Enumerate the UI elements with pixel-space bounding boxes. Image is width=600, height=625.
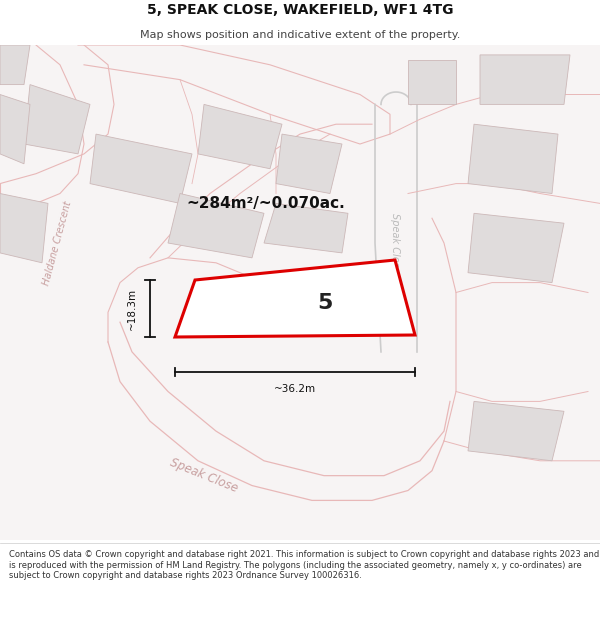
Text: 5, SPEAK CLOSE, WAKEFIELD, WF1 4TG: 5, SPEAK CLOSE, WAKEFIELD, WF1 4TG	[147, 3, 453, 17]
Polygon shape	[168, 194, 264, 258]
Polygon shape	[90, 134, 192, 203]
Polygon shape	[468, 401, 564, 461]
Text: Speak Close: Speak Close	[390, 213, 400, 273]
Text: Contains OS data © Crown copyright and database right 2021. This information is : Contains OS data © Crown copyright and d…	[9, 550, 599, 580]
Text: Map shows position and indicative extent of the property.: Map shows position and indicative extent…	[140, 30, 460, 40]
Polygon shape	[276, 134, 342, 194]
Text: ~18.3m: ~18.3m	[127, 288, 137, 329]
Polygon shape	[0, 45, 30, 84]
Text: ~36.2m: ~36.2m	[274, 384, 316, 394]
Polygon shape	[468, 124, 558, 194]
Polygon shape	[0, 94, 30, 164]
Polygon shape	[468, 213, 564, 282]
Polygon shape	[264, 203, 348, 253]
Text: ~284m²/~0.070ac.: ~284m²/~0.070ac.	[186, 196, 345, 211]
Text: Speak Close: Speak Close	[168, 456, 240, 495]
Polygon shape	[480, 55, 570, 104]
Polygon shape	[0, 194, 48, 262]
Polygon shape	[408, 60, 456, 104]
Polygon shape	[198, 104, 282, 169]
Text: Haldane Crescent: Haldane Crescent	[41, 200, 73, 286]
Polygon shape	[175, 260, 415, 337]
Polygon shape	[24, 84, 90, 154]
Text: 5: 5	[317, 293, 332, 313]
